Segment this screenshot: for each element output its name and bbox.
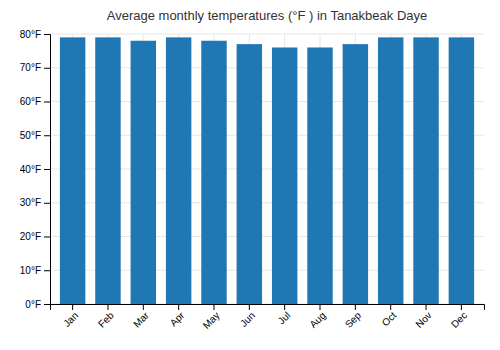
y-axis: 0°F 10°F 20°F 30°F 40°F 50°F 60°F 70°F 80°F: [20, 29, 51, 310]
tick: 30°F: [20, 197, 50, 208]
grid: [50, 34, 484, 304]
tick-label: Apr: [168, 309, 187, 328]
tick: 70°F: [20, 62, 50, 73]
chart: 0°F 10°F 20°F 30°F 40°F 50°F 60°F 70°F 80°F Jan Fe…: [0, 0, 500, 350]
tick-mark: [44, 102, 50, 103]
tick: Apr: [168, 304, 187, 328]
tick-label: 0°F: [25, 299, 41, 310]
tick-mark: [44, 135, 50, 136]
tick-label: 50°F: [20, 130, 41, 141]
axis-domain: [44, 35, 51, 305]
tick-mark: [390, 304, 391, 310]
tick-mark: [426, 304, 427, 310]
tick: 10°F: [20, 265, 50, 276]
bar: [449, 37, 474, 304]
tick: Mar: [131, 304, 151, 330]
tick-label: Jul: [276, 310, 293, 327]
bars: [60, 37, 474, 304]
tick-mark: [44, 203, 50, 204]
tick-label: May: [201, 310, 222, 331]
tick: Oct: [380, 304, 399, 328]
title: Average monthly temperatures (°F ) in Ta…: [107, 8, 428, 23]
plot: 0°F 10°F 20°F 30°F 40°F 50°F 60°F 70°F 80°F Jan Fe…: [20, 29, 485, 331]
tick-mark: [284, 304, 285, 310]
tick-mark: [461, 304, 462, 310]
tick-label: Sep: [343, 309, 364, 330]
tick-mark: [178, 304, 179, 310]
tick-label: Nov: [413, 310, 433, 330]
tick-mark: [355, 304, 356, 310]
tick-mark: [213, 304, 214, 310]
tick: Aug: [307, 304, 327, 330]
tick-mark: [44, 304, 50, 305]
tick-label: Oct: [380, 310, 399, 329]
tick-label: Aug: [307, 310, 327, 330]
tick-label: Jun: [238, 310, 257, 329]
tick: Jun: [238, 304, 257, 329]
tick: 60°F: [20, 96, 50, 107]
bar: [307, 48, 332, 305]
bar: [413, 37, 438, 304]
tick: Nov: [413, 304, 433, 330]
tick: 80°F: [20, 29, 50, 40]
tick: May: [201, 304, 222, 331]
tick-label: 70°F: [20, 62, 41, 73]
tick-mark: [44, 169, 50, 170]
tick-mark: [44, 237, 50, 238]
tick-mark: [44, 270, 50, 271]
tick-label: Mar: [131, 309, 151, 329]
axis-domain: [51, 305, 485, 311]
bar: [201, 41, 226, 304]
bar: [237, 44, 262, 304]
bar: [343, 44, 368, 304]
tick-label: 60°F: [20, 96, 41, 107]
bar: [272, 48, 297, 305]
grid-line-y: [50, 34, 484, 35]
tick: 50°F: [20, 130, 50, 141]
tick: 40°F: [20, 164, 50, 175]
tick-mark: [320, 304, 321, 310]
tick: 20°F: [20, 231, 50, 242]
tick-mark: [72, 304, 73, 310]
tick-label: Jan: [61, 310, 80, 329]
tick-mark: [44, 68, 50, 69]
tick-label: Dec: [449, 310, 469, 330]
tick-label: 20°F: [20, 231, 41, 242]
tick-label: Feb: [96, 309, 116, 329]
tick-label: 30°F: [20, 197, 41, 208]
bar: [95, 37, 120, 304]
tick-label: 40°F: [20, 164, 41, 175]
bar: [131, 41, 156, 304]
tick: Jul: [276, 304, 293, 326]
tick: Dec: [449, 304, 469, 330]
tick: Jan: [61, 304, 80, 329]
tick-mark: [44, 34, 50, 35]
tick: 0°F: [25, 299, 50, 310]
tick-mark: [107, 304, 108, 310]
tick-label: 10°F: [20, 265, 41, 276]
x-axis: Jan Feb Mar Apr May Jun Jul Aug Sep Oct Nov Dec: [51, 304, 485, 331]
bar: [378, 37, 403, 304]
bar: [166, 37, 191, 304]
bar: [60, 37, 85, 304]
tick-mark: [143, 304, 144, 310]
tick: Sep: [343, 304, 364, 330]
tick-label: 80°F: [20, 29, 41, 40]
tick-mark: [249, 304, 250, 310]
tick: Feb: [96, 304, 116, 330]
